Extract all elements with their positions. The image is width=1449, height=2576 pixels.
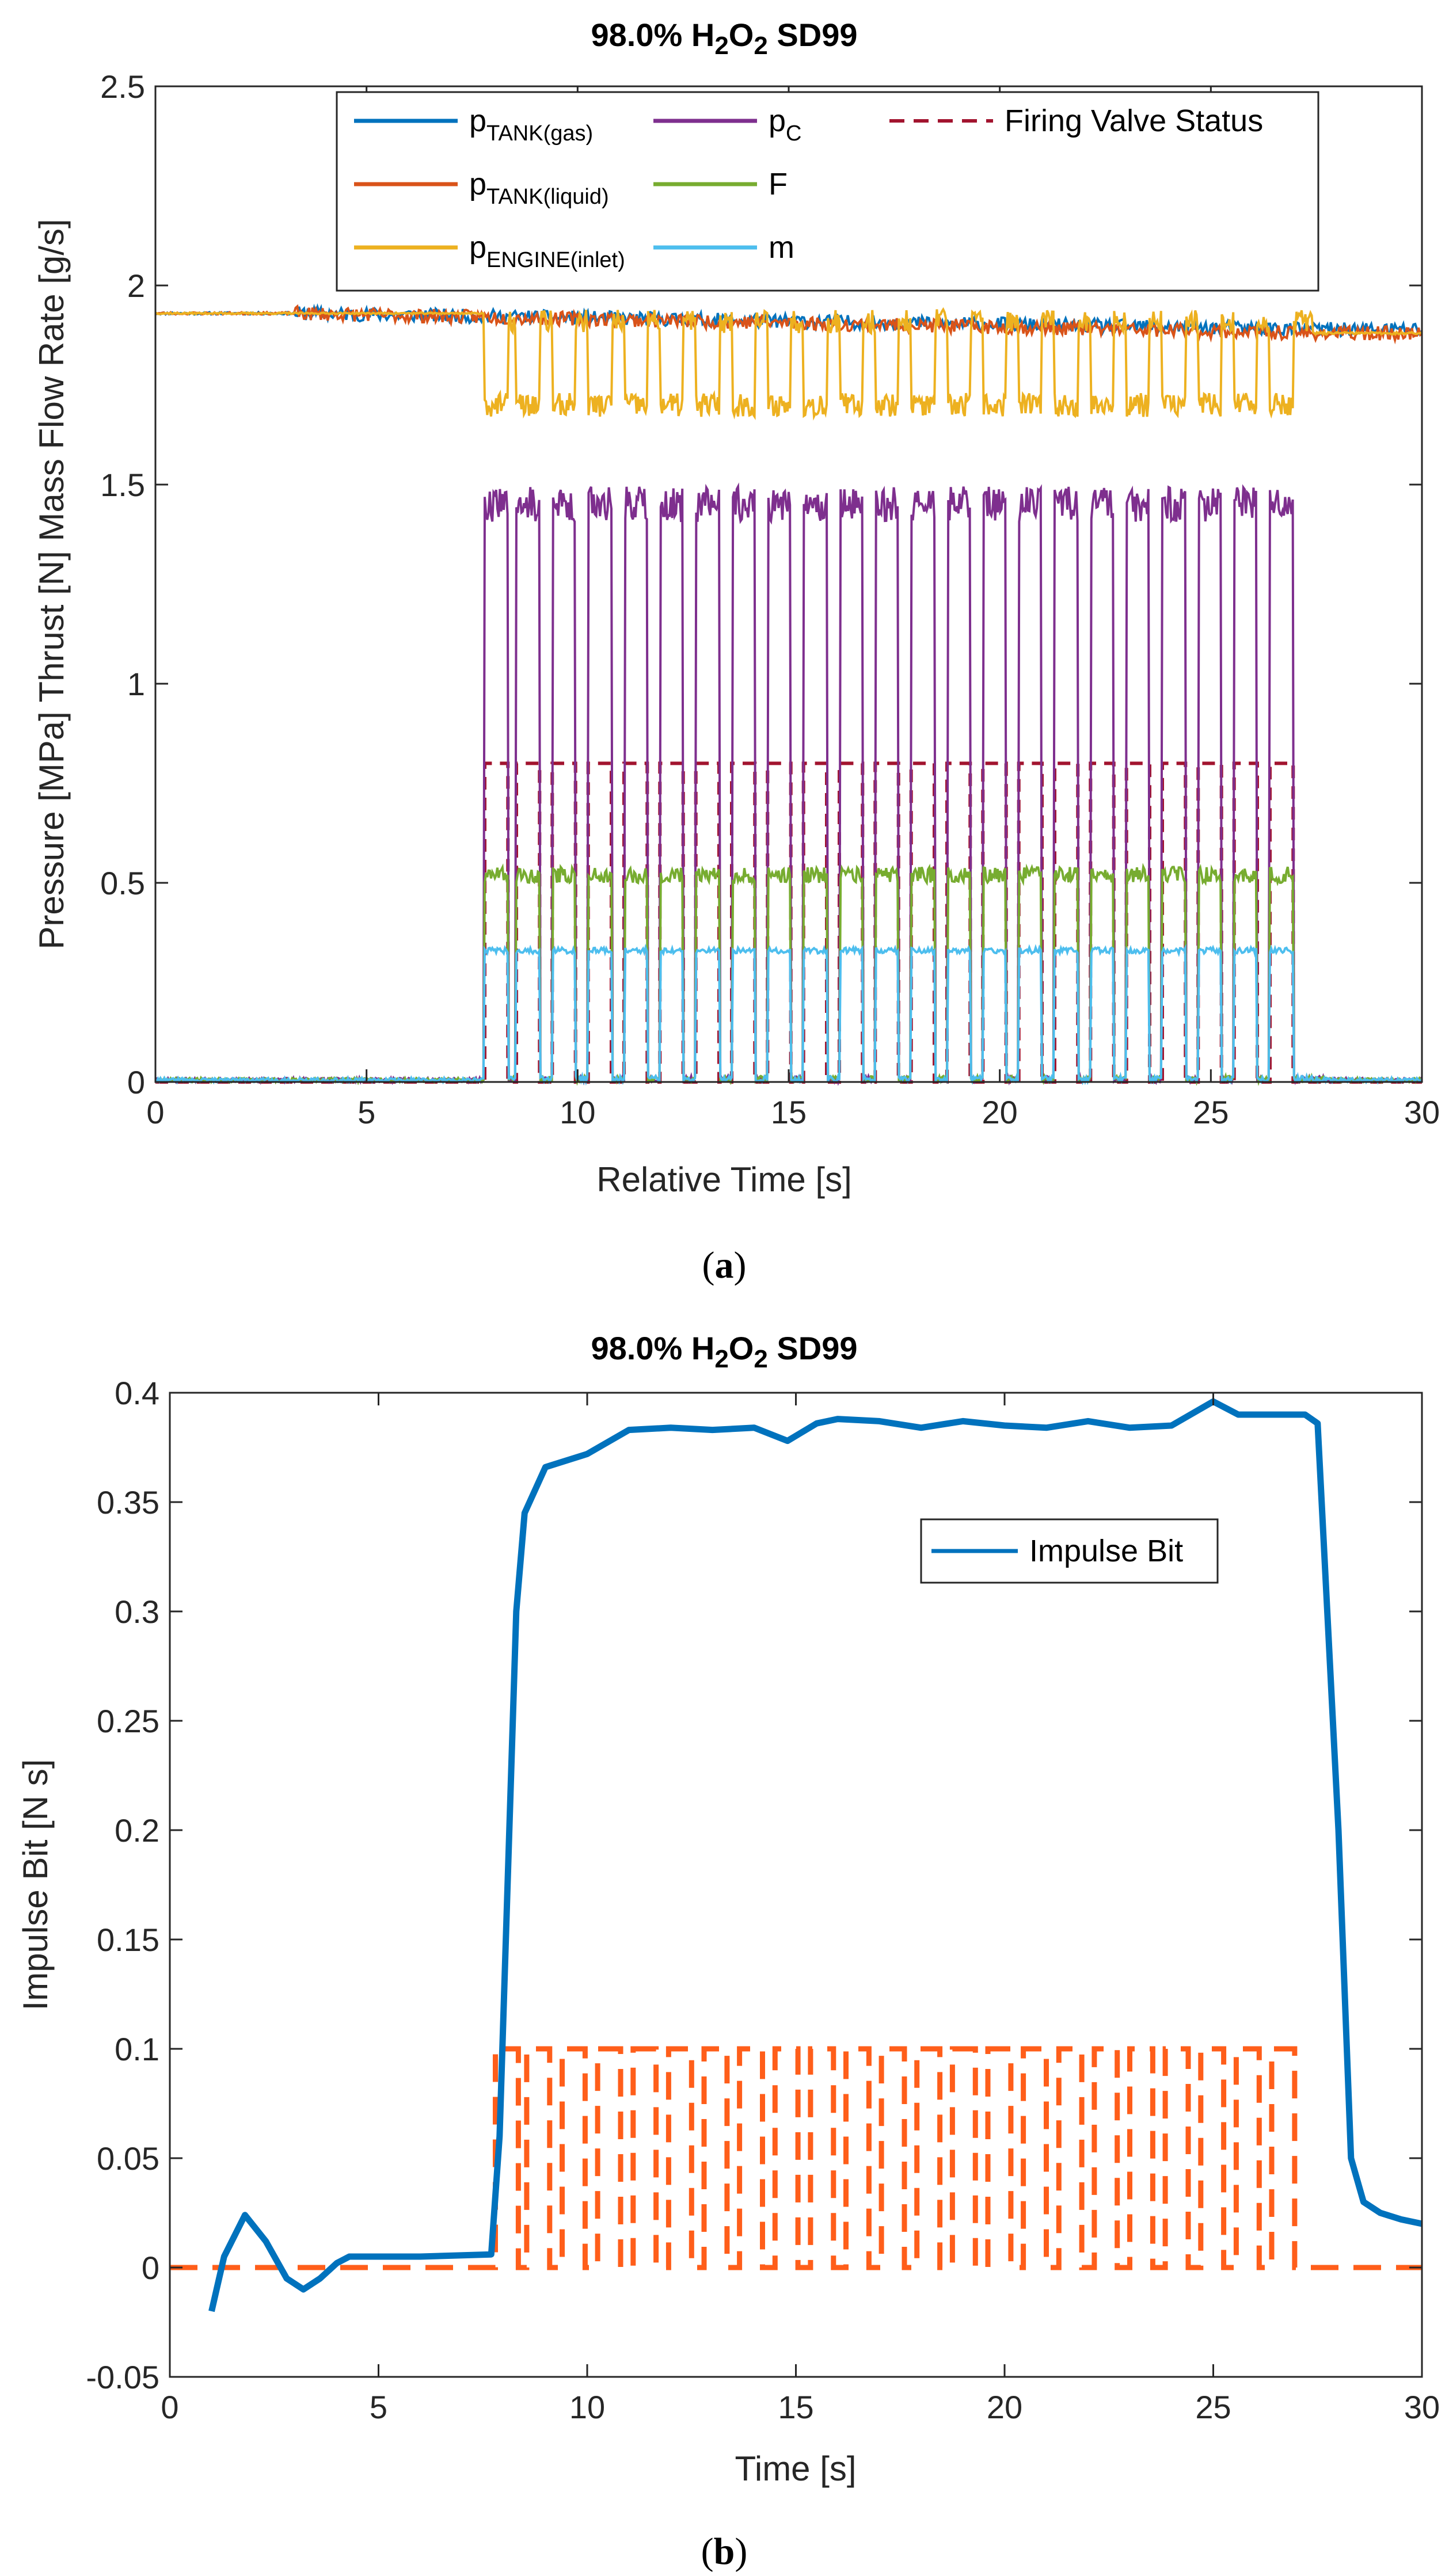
chart-b-ticks: 0 5 10 15 20 25 30-0.0500.050.10.150.20.250.30… <box>86 1375 1440 2425</box>
chart-b-series-group <box>170 1398 1423 2312</box>
chart-b: 98.0% H2O2 SD99 0 5 10 15 20 25 30-0.0500.050.… <box>16 1330 1440 2573</box>
chart-a-ytick-label: 1.5 <box>100 467 145 503</box>
chart-a-legend-entry-label: pENGINE(inlet) <box>469 230 625 272</box>
chart-a-legend-entry-label: pC <box>769 104 802 146</box>
chart-b-caption: (b) <box>701 2531 748 2573</box>
chart-a-title: 98.0% H2O2 SD99 <box>591 17 858 60</box>
chart-b-ytick-label: 0.1 <box>115 2031 159 2067</box>
chart-a-legend-entry-label: m <box>769 230 794 265</box>
chart-a-legend-entry-label: pTANK(liquid) <box>469 167 609 209</box>
chart-b-title: 98.0% H2O2 SD99 <box>591 1330 858 1373</box>
chart-b-xtick-label: 0 <box>161 2389 178 2425</box>
chart-b-ytick-label: 0 <box>142 2250 159 2286</box>
chart-b-ytick-label: 0.05 <box>97 2140 159 2177</box>
chart-a-xtick-label: 25 <box>1193 1094 1229 1130</box>
chart-b-xtick-label: 5 <box>370 2389 387 2425</box>
chart-a-ytick-label: 0 <box>127 1064 145 1100</box>
chart-a-xtick-label: 5 <box>358 1094 375 1130</box>
chart-a-legend-entry-label: F <box>769 167 788 201</box>
chart-a-xtick-label: 20 <box>982 1094 1018 1130</box>
chart-b-ytick-label: 0.2 <box>115 1812 159 1849</box>
chart-b-xtick-label: 10 <box>569 2389 605 2425</box>
chart-a-legend: pTANK(gas) pC Firing Valve Status pTANK(liq… <box>336 91 1319 292</box>
chart-b-legend-entry-label: Impulse Bit <box>1029 1534 1183 1568</box>
chart-a-legend-entry-label: Firing Valve Status <box>1005 104 1263 138</box>
chart-b-ylabel: Impulse Bit [N s] <box>16 1759 55 2011</box>
chart-a-xtick-label: 15 <box>771 1094 807 1130</box>
chart-b-xlabel: Time [s] <box>735 2449 856 2488</box>
chart-b-ytick-label: 0.4 <box>115 1375 159 1411</box>
chart-b-ytick-label: 0.25 <box>97 1703 159 1739</box>
chart-a-xlabel: Relative Time [s] <box>596 1160 851 1199</box>
series-p-engine-inlet <box>155 307 1423 421</box>
chart-a-ytick-label: 2.5 <box>100 68 145 105</box>
chart-a-legend-box <box>336 91 1319 292</box>
chart-b-ytick-label: 0.35 <box>97 1484 159 1521</box>
chart-b-xtick-label: 20 <box>987 2389 1022 2425</box>
chart-a-ytick-label: 1 <box>127 666 145 702</box>
chart-b-ytick-label: -0.05 <box>86 2359 159 2395</box>
series-firing-valve-status <box>155 761 1422 1084</box>
chart-a-ytick-label: 0.5 <box>100 865 145 901</box>
chart-b-xtick-label: 25 <box>1195 2389 1231 2425</box>
chart-a: 98.0% H2O2 SD99 0 5 10 15 20 25 30 0 0.5 1 1.5 2 2.5… <box>32 17 1440 1286</box>
series-p-c <box>154 482 1423 1087</box>
chart-a-caption: (a) <box>702 1244 747 1286</box>
chart-b-legend: Impulse Bit <box>920 1518 1219 1584</box>
chart-a-ytick-label: 2 <box>127 268 145 304</box>
chart-b-ytick-label: 0.3 <box>115 1594 159 1630</box>
chart-b-xtick-label: 15 <box>778 2389 813 2425</box>
series-valve-pulses <box>170 2046 1422 2270</box>
chart-a-legend-entry-label: pTANK(gas) <box>469 104 593 146</box>
chart-a-series-group <box>154 303 1423 1087</box>
chart-a-xtick-label: 30 <box>1404 1094 1440 1130</box>
chart-a-ticks: 0 5 10 15 20 25 30 0 0.5 1 1.5 2 2.5 <box>100 68 1440 1130</box>
chart-b-ytick-label: 0.15 <box>97 1922 159 1958</box>
series-mass-flow-m <box>154 943 1423 1086</box>
chart-a-xtick-label: 10 <box>560 1094 595 1130</box>
chart-b-xtick-label: 30 <box>1404 2389 1440 2425</box>
chart-a-xtick-label: 0 <box>146 1094 164 1130</box>
chart-a-ylabel: Pressure [MPa] Thrust [N] Mass Flow Rate… <box>32 219 71 949</box>
series-thrust-f <box>154 863 1423 1087</box>
series-impulse-bit <box>208 1398 1423 2312</box>
